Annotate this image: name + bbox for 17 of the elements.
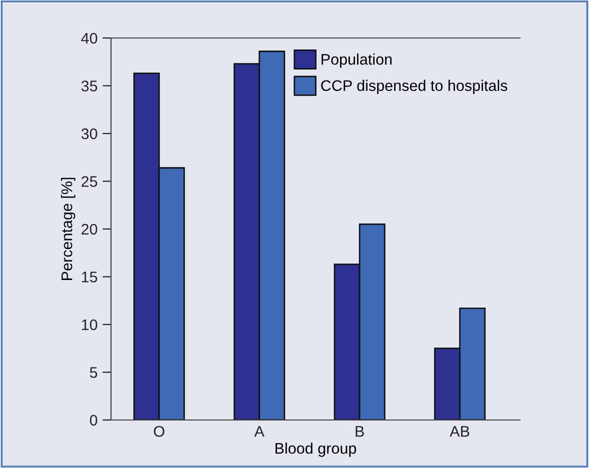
y-axis-title: Percentage [%] <box>61 178 76 280</box>
y-tick-label: 0 <box>90 414 98 426</box>
x-tick-label: A <box>254 426 264 437</box>
y-tick-label: 30 <box>81 128 98 140</box>
y-tick-label: 35 <box>81 80 98 92</box>
legend-label: Population <box>322 54 392 68</box>
y-tick-label: 20 <box>82 224 98 235</box>
y-tick-label: 25 <box>82 176 98 187</box>
y-tick-label: 5 <box>90 367 98 378</box>
legend-label: CCP dispensed to hospitals <box>321 80 508 94</box>
y-tick-label: 15 <box>82 272 98 282</box>
y-tick-label: 10 <box>82 319 98 330</box>
y-tick-label: 40 <box>81 32 98 44</box>
x-tick-label: O <box>154 426 164 437</box>
x-axis-title: Blood group <box>276 442 356 457</box>
x-tick-label: AB <box>450 426 470 437</box>
x-tick-label: B <box>356 426 364 437</box>
